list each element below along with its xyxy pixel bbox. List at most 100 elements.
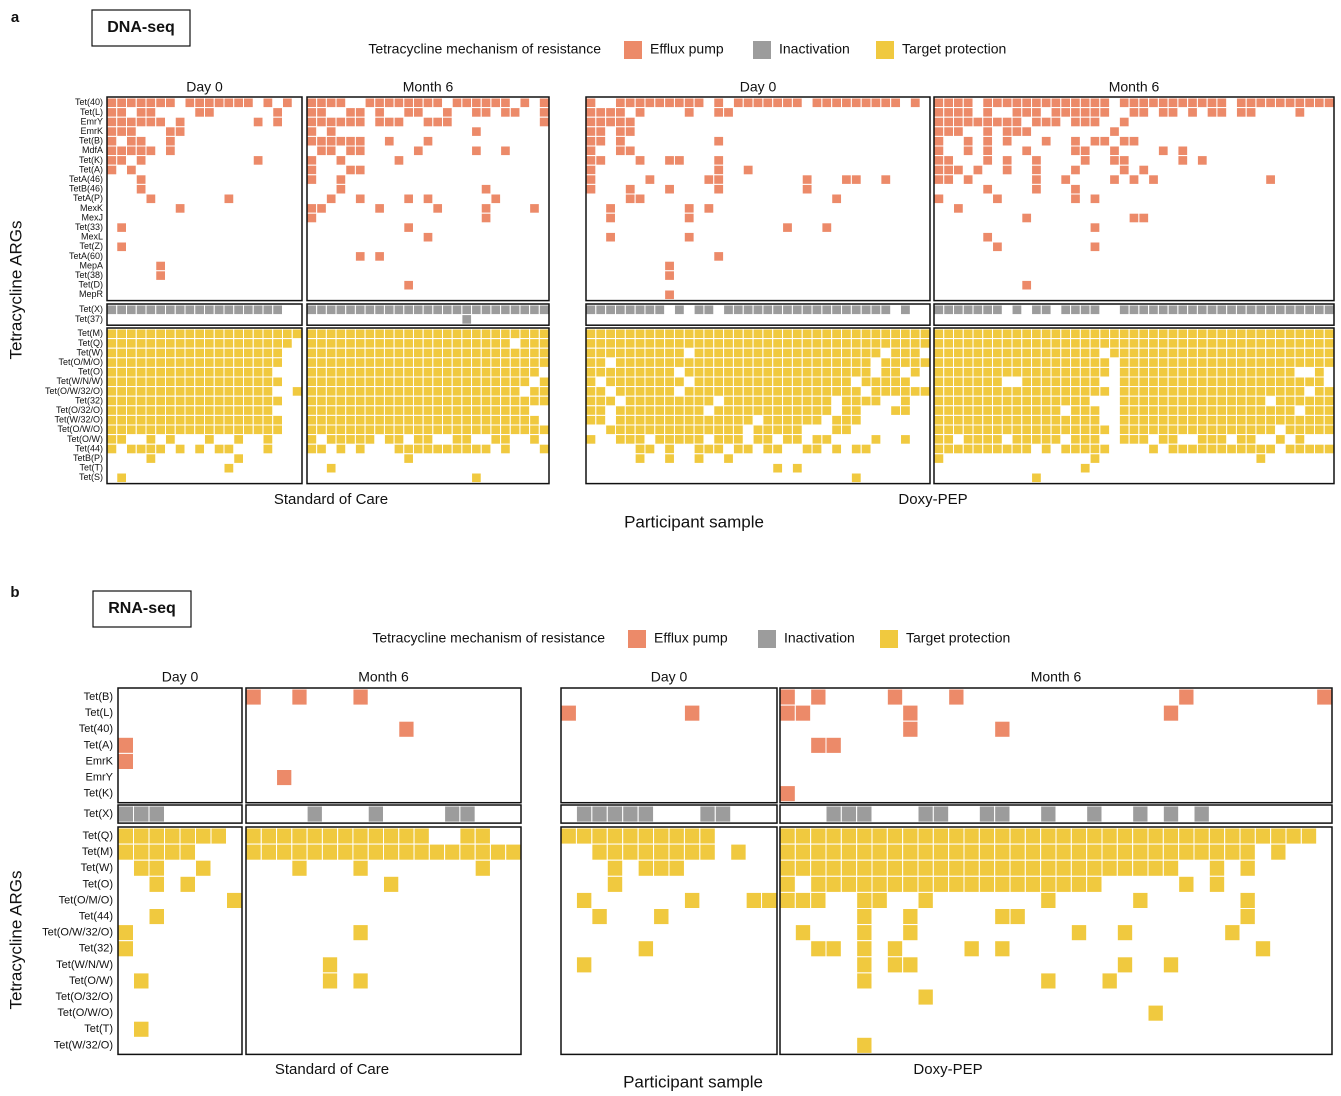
arg-cell [1138, 405, 1150, 416]
arg-cell [1216, 107, 1228, 118]
arg-cell [393, 443, 405, 455]
arg-cell [126, 376, 137, 388]
arg-cell [1313, 338, 1325, 349]
arg-cell [654, 328, 666, 340]
arg-cell [306, 155, 318, 166]
arg-cell [1070, 424, 1081, 436]
gene-label: Tet(K) [84, 788, 113, 800]
arg-cell [106, 414, 118, 426]
arg-cell [1177, 338, 1189, 349]
arg-cell [412, 347, 424, 359]
arg-cell [634, 338, 646, 349]
arg-cell [306, 805, 323, 823]
arg-cell [383, 116, 395, 128]
arg-cell [306, 366, 318, 378]
arg-cell [791, 395, 803, 407]
arg-cell [243, 328, 254, 340]
arg-cell [1040, 859, 1057, 877]
arg-cell [723, 405, 734, 416]
arg-cell [306, 97, 318, 109]
arg-cell [1157, 357, 1169, 368]
arg-cell [223, 405, 235, 416]
arg-cell [306, 443, 318, 455]
arg-cell [1304, 405, 1315, 416]
arg-cell [1313, 405, 1325, 416]
arg-cell [1132, 843, 1149, 861]
arg-cell [886, 859, 904, 877]
arg-cell [1162, 805, 1180, 823]
arg-cell [383, 328, 395, 340]
arg-cell [354, 366, 366, 378]
arg-cell [155, 395, 166, 407]
arg-cell [204, 97, 215, 109]
arg-cell [821, 386, 833, 397]
arg-cell [444, 843, 461, 861]
arg-cell [732, 405, 744, 416]
arg-cell [374, 203, 385, 214]
arg-cell [1313, 424, 1325, 436]
arg-cell [1070, 434, 1081, 445]
arg-cell [1294, 395, 1306, 407]
arg-cell [1040, 843, 1057, 861]
arg-cell [335, 405, 347, 416]
arg-cell [1138, 386, 1150, 397]
facet-box [306, 96, 550, 302]
arg-cell [500, 434, 511, 445]
arg-cell [1011, 328, 1023, 340]
arg-cell [345, 145, 356, 157]
arg-cell [972, 424, 984, 436]
arg-cell [664, 414, 675, 426]
arg-cell [325, 135, 337, 147]
arg-cell [393, 434, 405, 445]
arg-cell [422, 347, 434, 359]
arg-cell [276, 827, 293, 845]
arg-cell [1255, 376, 1267, 388]
gene-label: Tet(M) [78, 328, 104, 338]
arg-cell [982, 376, 994, 388]
arg-cell [972, 366, 984, 378]
arg-cell [1021, 376, 1033, 388]
legend-swatch [758, 630, 776, 648]
arg-cell [413, 827, 430, 845]
arg-cell [165, 357, 176, 368]
arg-cell [117, 736, 134, 754]
arg-cell [919, 386, 931, 397]
arg-cell [909, 357, 921, 368]
arg-cell [133, 972, 150, 990]
arg-cell [1235, 424, 1247, 436]
arg-cell [948, 827, 965, 845]
arg-cell [155, 443, 166, 455]
arg-cell [606, 843, 624, 861]
arg-cell [374, 414, 385, 426]
arg-cell [978, 805, 996, 823]
arg-cell [148, 908, 165, 926]
arg-cell [106, 164, 118, 176]
arg-cell [871, 891, 888, 910]
arg-cell [624, 97, 636, 109]
arg-cell [213, 405, 225, 416]
arg-cell [135, 97, 147, 109]
arg-cell [412, 395, 424, 407]
arg-cell [345, 116, 356, 128]
arg-cell [383, 135, 395, 147]
arg-cell [316, 328, 327, 340]
arg-cell [1235, 443, 1247, 455]
arg-cell [595, 328, 607, 340]
arg-cell [810, 891, 827, 910]
arg-cell [451, 443, 463, 455]
arg-cell [772, 376, 784, 388]
arg-cell [850, 347, 862, 359]
arg-cell [432, 443, 444, 455]
arg-cell [1128, 347, 1140, 359]
arg-cell [624, 304, 636, 316]
arg-cell [982, 395, 994, 407]
arg-cell [243, 97, 254, 109]
arg-cell [1187, 405, 1198, 416]
arg-cell [135, 386, 147, 397]
arg-cell [1118, 395, 1130, 407]
arg-cell [1177, 347, 1189, 359]
arg-cell [519, 357, 531, 368]
arg-cell [994, 908, 1011, 926]
arg-cell [962, 386, 974, 397]
arg-cell [106, 155, 118, 166]
